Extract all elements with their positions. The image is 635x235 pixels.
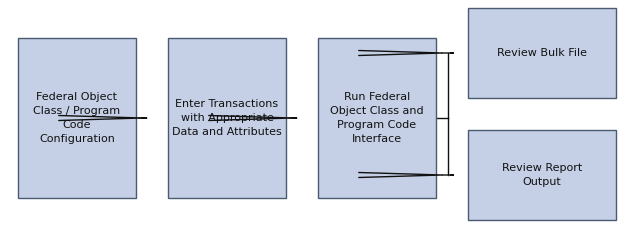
Text: Enter Transactions
with Appropriate
Data and Attributes: Enter Transactions with Appropriate Data… xyxy=(172,99,282,137)
Bar xyxy=(18,38,136,198)
Bar xyxy=(468,130,616,220)
Bar xyxy=(168,38,286,198)
Bar xyxy=(468,8,616,98)
Text: Federal Object
Class / Program
Code
Configuration: Federal Object Class / Program Code Conf… xyxy=(34,92,121,144)
Bar xyxy=(318,38,436,198)
Text: Review Bulk File: Review Bulk File xyxy=(497,48,587,58)
Text: Review Report
Output: Review Report Output xyxy=(502,163,582,187)
Text: Run Federal
Object Class and
Program Code
Interface: Run Federal Object Class and Program Cod… xyxy=(330,92,424,144)
